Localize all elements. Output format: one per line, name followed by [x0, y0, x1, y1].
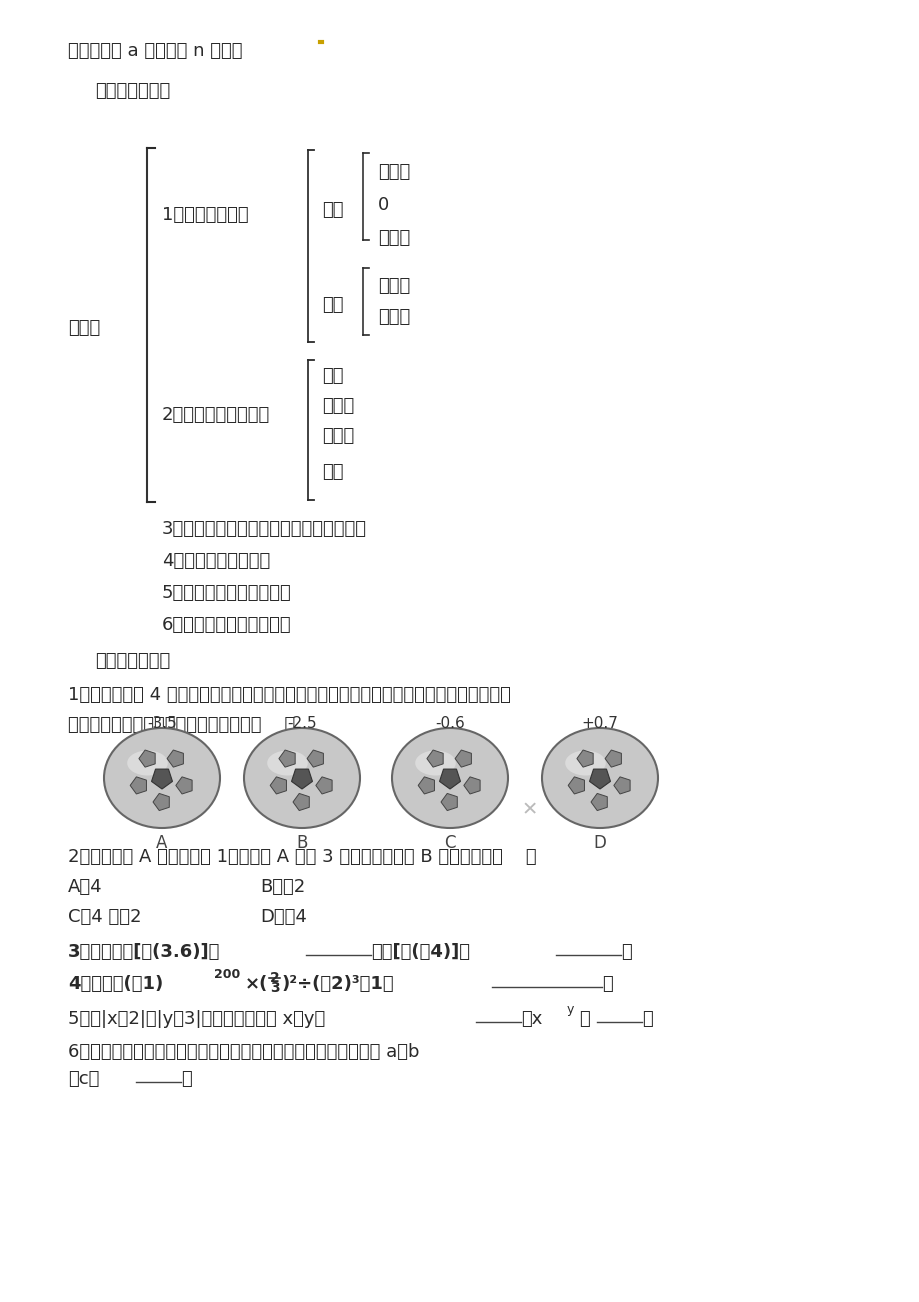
Text: 6、填在下面各正方形中的四个数之间都有一定的规律，按此规律 a＋b: 6、填在下面各正方形中的四个数之间都有一定的规律，按此规律 a＋b: [68, 1043, 419, 1061]
Ellipse shape: [541, 728, 657, 828]
Text: （四）归纳小结: （四）归纳小结: [95, 82, 170, 100]
Ellipse shape: [267, 750, 308, 776]
Text: 正分数: 正分数: [378, 277, 410, 296]
Text: ．: ．: [601, 975, 612, 993]
Text: 5、若|x＋2|与|y－3|互为相反数，则 x＋y＝: 5、若|x＋2|与|y－3|互为相反数，则 x＋y＝: [68, 1010, 325, 1029]
Ellipse shape: [127, 750, 167, 776]
Text: -2.5: -2.5: [287, 716, 316, 730]
Text: 分数: 分数: [322, 296, 343, 314]
Text: D．－4: D．－4: [260, 907, 307, 926]
Ellipse shape: [104, 728, 220, 828]
Ellipse shape: [391, 728, 507, 828]
Ellipse shape: [564, 750, 605, 776]
Ellipse shape: [414, 750, 455, 776]
Text: 4、计算：(－1): 4、计算：(－1): [68, 975, 163, 993]
Text: 5、有理数的混合运算法则: 5、有理数的混合运算法则: [162, 585, 291, 602]
Text: 0: 0: [378, 197, 389, 214]
Text: 数轴: 数轴: [322, 367, 343, 385]
Text: y: y: [566, 1003, 573, 1016]
Text: 200: 200: [214, 967, 240, 980]
Text: D: D: [593, 835, 606, 852]
Text: +0.7: +0.7: [581, 716, 618, 730]
Text: ．: ．: [620, 943, 631, 961]
Text: （五）随堂检测: （五）随堂检测: [95, 652, 170, 671]
Text: 4、有理数的乘方法则: 4、有理数的乘方法则: [162, 552, 270, 570]
Ellipse shape: [244, 728, 359, 828]
Text: 倒数: 倒数: [322, 464, 343, 480]
Text: 绝对值: 绝对值: [322, 427, 354, 445]
Text: B．－2: B．－2: [260, 878, 305, 896]
Text: 2、数轴上点 A 表示的数为 1，则与点 A 相距 3 个单位长度的点 B 表示的数是（    ）: 2、数轴上点 A 表示的数为 1，则与点 A 相距 3 个单位长度的点 B 表示…: [68, 848, 536, 866]
Text: ．: ．: [181, 1070, 191, 1088]
Text: 3、有理数的加法、减法、乘法、除法法则: 3、有理数的加法、减法、乘法、除法法则: [162, 519, 367, 538]
Text: 相反数: 相反数: [322, 397, 354, 415]
Text: 6、数的近似和科学记数法: 6、数的近似和科学记数法: [162, 616, 291, 634]
Text: C: C: [444, 835, 455, 852]
Text: ，x: ，x: [520, 1010, 542, 1029]
Text: 2、有理数的有关概念: 2、有理数的有关概念: [162, 406, 270, 424]
Text: A．4: A．4: [68, 878, 103, 896]
Text: 3、化简：－[＋(3.6)]＝: 3、化简：－[＋(3.6)]＝: [68, 943, 221, 961]
Text: A: A: [156, 835, 167, 852]
Text: 整数: 整数: [322, 201, 343, 219]
Text: 有理数: 有理数: [68, 319, 100, 337]
Text: 数．从轻重的角度看，最接近标准的是（    ）: 数．从轻重的角度看，最接近标准的是（ ）: [68, 716, 295, 734]
Text: 2: 2: [269, 971, 279, 986]
Text: ＝: ＝: [578, 1010, 589, 1029]
Text: -3.5: -3.5: [147, 716, 176, 730]
Text: 正整数: 正整数: [378, 163, 410, 181]
Text: ；－[－(－4)]＝: ；－[－(－4)]＝: [370, 943, 470, 961]
Text: ＋c＝: ＋c＝: [68, 1070, 99, 1088]
Text: ✕: ✕: [521, 799, 538, 819]
Text: 1、如图，检测 4 个足球，其中超过标准质量的克数记为正数，不足标准质量的克数记为负: 1、如图，检测 4 个足球，其中超过标准质量的克数记为正数，不足标准质量的克数记…: [68, 686, 510, 704]
Text: 负分数: 负分数: [378, 309, 410, 326]
Text: 3: 3: [269, 980, 279, 995]
Text: ×(: ×(: [244, 975, 268, 993]
Text: C．4 或－2: C．4 或－2: [68, 907, 142, 926]
Text: 要正确确定 a 的值以及 n 的值．: 要正确确定 a 的值以及 n 的值．: [68, 42, 243, 60]
Text: 负整数: 负整数: [378, 229, 410, 247]
Text: 1、有理数的分类: 1、有理数的分类: [162, 206, 248, 224]
Text: B: B: [296, 835, 307, 852]
Text: -0.6: -0.6: [435, 716, 464, 730]
Text: ．: ．: [641, 1010, 652, 1029]
Text: )²÷(－2)³－1＝: )²÷(－2)³－1＝: [282, 975, 394, 993]
